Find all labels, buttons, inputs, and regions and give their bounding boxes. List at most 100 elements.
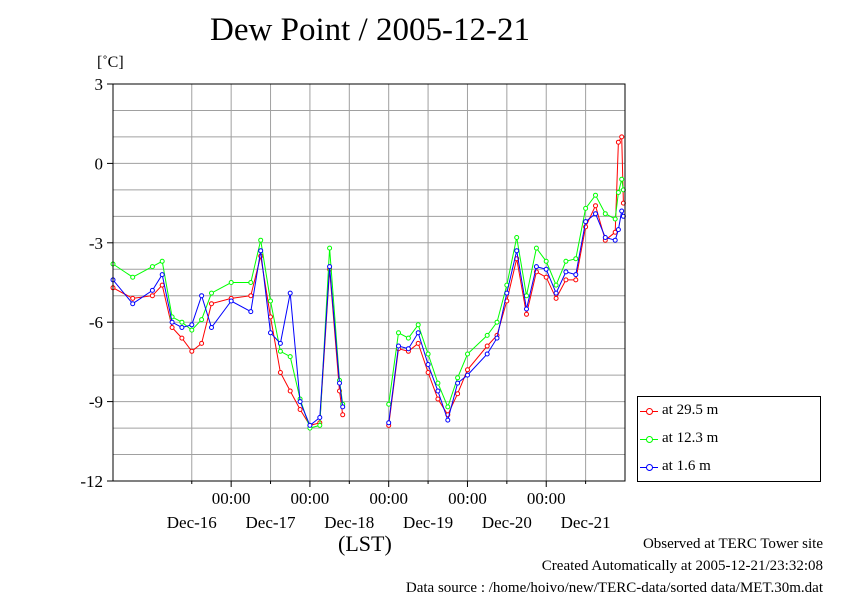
data-point [209,290,214,296]
data-point [494,335,500,341]
data-point [159,258,165,264]
data-point [248,309,254,315]
series-0 [110,134,626,428]
data-point [553,282,559,288]
legend-label-1-6m: at 1.6 m [662,458,711,474]
x-day-label: Dec-18 [324,513,374,532]
x-time-tick-label: 00:00 [212,489,251,508]
data-point [149,264,155,270]
data-point [415,330,421,336]
series-line [112,250,344,427]
data-point [543,274,549,280]
data-point [199,293,205,299]
data-point [149,293,155,299]
x-time-tick-label: 00:00 [527,489,566,508]
data-point [405,335,411,341]
data-point [340,404,346,410]
series-1 [110,176,626,431]
data-point [317,422,323,428]
data-point [307,422,313,428]
y-tick-label: -3 [89,234,103,253]
data-point [619,208,625,214]
data-point [583,205,589,211]
data-point [445,417,451,423]
data-point [445,404,451,410]
data-point [327,264,333,270]
data-point [455,380,461,386]
data-point [435,388,441,394]
y-tick-label: -6 [89,313,103,332]
y-axis-unit: [˚C] [97,54,124,71]
data-point [228,280,234,285]
data-point [415,322,421,328]
data-point [425,351,431,357]
chart-title: Dew Point / 2005-12-21 [210,12,530,48]
data-point [465,372,470,378]
data-point [340,412,346,418]
series-line [388,135,624,426]
data-point [524,306,529,312]
y-tick-label: 3 [95,75,104,94]
data-point [189,348,195,354]
data-point [149,287,155,293]
data-point [593,192,598,198]
data-point [484,351,490,357]
legend-label-29-5m: at 29.5 m [662,402,719,418]
data-point [514,248,520,254]
x-day-label: Dec-17 [246,513,297,532]
data-point [297,407,303,412]
data-point [543,258,549,264]
data-point [455,391,461,397]
data-point [268,330,273,336]
data-point [386,401,392,407]
data-point [199,317,205,323]
data-point [573,272,579,278]
data-point [612,216,618,222]
data-point [563,269,569,275]
series-2 [110,208,626,428]
data-point [602,211,608,217]
data-point [504,290,510,296]
data-point [130,301,136,307]
data-point [287,290,293,296]
tick-layer: 3 0 -3 -6 -9 -12 00:00 00:00 00:00 00:00 00:00 Dec-… [80,75,610,532]
data-point [615,190,621,195]
data-point [179,319,185,325]
data-point [277,370,283,375]
y-tick-label: -12 [80,472,103,491]
data-point [573,256,579,262]
data-point [465,367,470,373]
data-point [612,237,618,243]
x-day-label: Dec-16 [167,513,217,532]
data-point [199,340,205,346]
data-point [455,375,461,381]
data-point [465,351,470,357]
data-point [179,325,185,330]
data-point [287,354,293,360]
data-point [484,332,490,338]
data-point [619,176,625,182]
data-point [543,266,549,272]
data-point [189,322,195,328]
data-point [533,264,539,270]
data-point [268,298,273,304]
data-point [159,272,165,278]
data-point [327,245,333,251]
data-point [287,388,293,394]
x-time-tick-label: 00:00 [369,489,408,508]
x-time-tick-label: 00:00 [291,489,330,508]
data-point [425,362,431,367]
legend-marker-1-6m [646,464,653,471]
footer-created-timestamp: Created Automatically at 2005-12-21/23:3… [541,558,823,574]
data-point [619,134,625,140]
footer-observed-site: Observed at TERC Tower site [642,536,823,552]
data-point [277,348,283,354]
data-point [563,258,569,264]
y-tick-label: 0 [95,154,104,173]
data-point [179,335,185,341]
data-point [258,248,264,254]
data-point [524,293,529,299]
data-point [277,340,283,346]
series-line [112,255,344,426]
